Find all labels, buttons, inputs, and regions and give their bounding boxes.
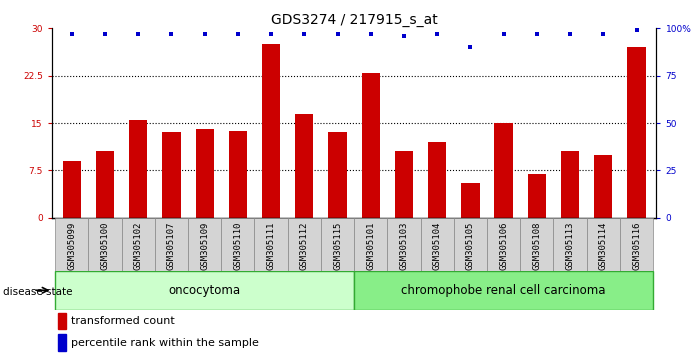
Bar — [520, 218, 553, 271]
Point — [598, 31, 609, 37]
Bar — [620, 218, 653, 271]
Bar — [55, 218, 88, 271]
Bar — [254, 218, 287, 271]
Bar — [58, 335, 66, 350]
Text: GSM305105: GSM305105 — [466, 222, 475, 270]
Bar — [454, 218, 487, 271]
Bar — [155, 218, 188, 271]
Bar — [96, 152, 114, 218]
Bar — [196, 129, 214, 218]
Bar — [229, 131, 247, 218]
Bar — [594, 155, 612, 218]
Bar — [561, 152, 579, 218]
Text: GSM305110: GSM305110 — [234, 222, 243, 270]
Point — [265, 31, 276, 37]
Text: GSM305100: GSM305100 — [100, 222, 109, 270]
Bar — [495, 123, 513, 218]
Bar — [361, 73, 380, 218]
Bar — [262, 44, 281, 218]
Bar — [354, 271, 653, 310]
Title: GDS3274 / 217915_s_at: GDS3274 / 217915_s_at — [271, 13, 437, 27]
Point — [498, 31, 509, 37]
Text: GSM305109: GSM305109 — [200, 222, 209, 270]
Text: GSM305108: GSM305108 — [532, 222, 541, 270]
Point — [199, 31, 210, 37]
Bar — [221, 218, 254, 271]
Point — [565, 31, 576, 37]
Text: GSM305116: GSM305116 — [632, 222, 641, 270]
Bar — [287, 218, 321, 271]
Point — [299, 31, 310, 37]
Point — [332, 31, 343, 37]
Bar — [388, 218, 421, 271]
Bar — [295, 114, 314, 218]
Bar — [55, 271, 354, 310]
Bar — [421, 218, 454, 271]
Text: GSM305112: GSM305112 — [300, 222, 309, 270]
Bar — [627, 47, 645, 218]
Point — [432, 31, 443, 37]
Bar — [487, 218, 520, 271]
Text: GSM305111: GSM305111 — [267, 222, 276, 270]
Text: GSM305113: GSM305113 — [565, 222, 575, 270]
Bar — [321, 218, 354, 271]
Bar — [462, 183, 480, 218]
Bar — [88, 218, 122, 271]
Bar — [428, 142, 446, 218]
Text: GSM305107: GSM305107 — [167, 222, 176, 270]
Text: GSM305104: GSM305104 — [433, 222, 442, 270]
Text: GSM305099: GSM305099 — [67, 222, 76, 270]
Bar — [58, 313, 66, 329]
Text: GSM305115: GSM305115 — [333, 222, 342, 270]
Bar — [587, 218, 620, 271]
Point — [232, 31, 243, 37]
Text: chromophobe renal cell carcinoma: chromophobe renal cell carcinoma — [401, 284, 606, 297]
Point — [166, 31, 177, 37]
Text: percentile rank within the sample: percentile rank within the sample — [71, 337, 259, 348]
Bar — [553, 218, 587, 271]
Bar — [395, 152, 413, 218]
Bar — [354, 218, 388, 271]
Point — [100, 31, 111, 37]
Text: GSM305114: GSM305114 — [599, 222, 608, 270]
Point — [465, 45, 476, 50]
Bar — [528, 173, 546, 218]
Point — [66, 31, 77, 37]
Bar — [188, 218, 221, 271]
Text: transformed count: transformed count — [71, 316, 175, 326]
Bar — [63, 161, 81, 218]
Bar — [122, 218, 155, 271]
Text: GSM305103: GSM305103 — [399, 222, 408, 270]
Bar — [328, 132, 347, 218]
Text: GSM305101: GSM305101 — [366, 222, 375, 270]
Point — [399, 33, 410, 39]
Text: disease state: disease state — [3, 287, 73, 297]
Point — [366, 31, 377, 37]
Bar — [162, 132, 180, 218]
Point — [631, 27, 642, 33]
Text: GSM305102: GSM305102 — [133, 222, 143, 270]
Point — [531, 31, 542, 37]
Point — [133, 31, 144, 37]
Bar — [129, 120, 147, 218]
Text: oncocytoma: oncocytoma — [169, 284, 240, 297]
Text: GSM305106: GSM305106 — [499, 222, 508, 270]
